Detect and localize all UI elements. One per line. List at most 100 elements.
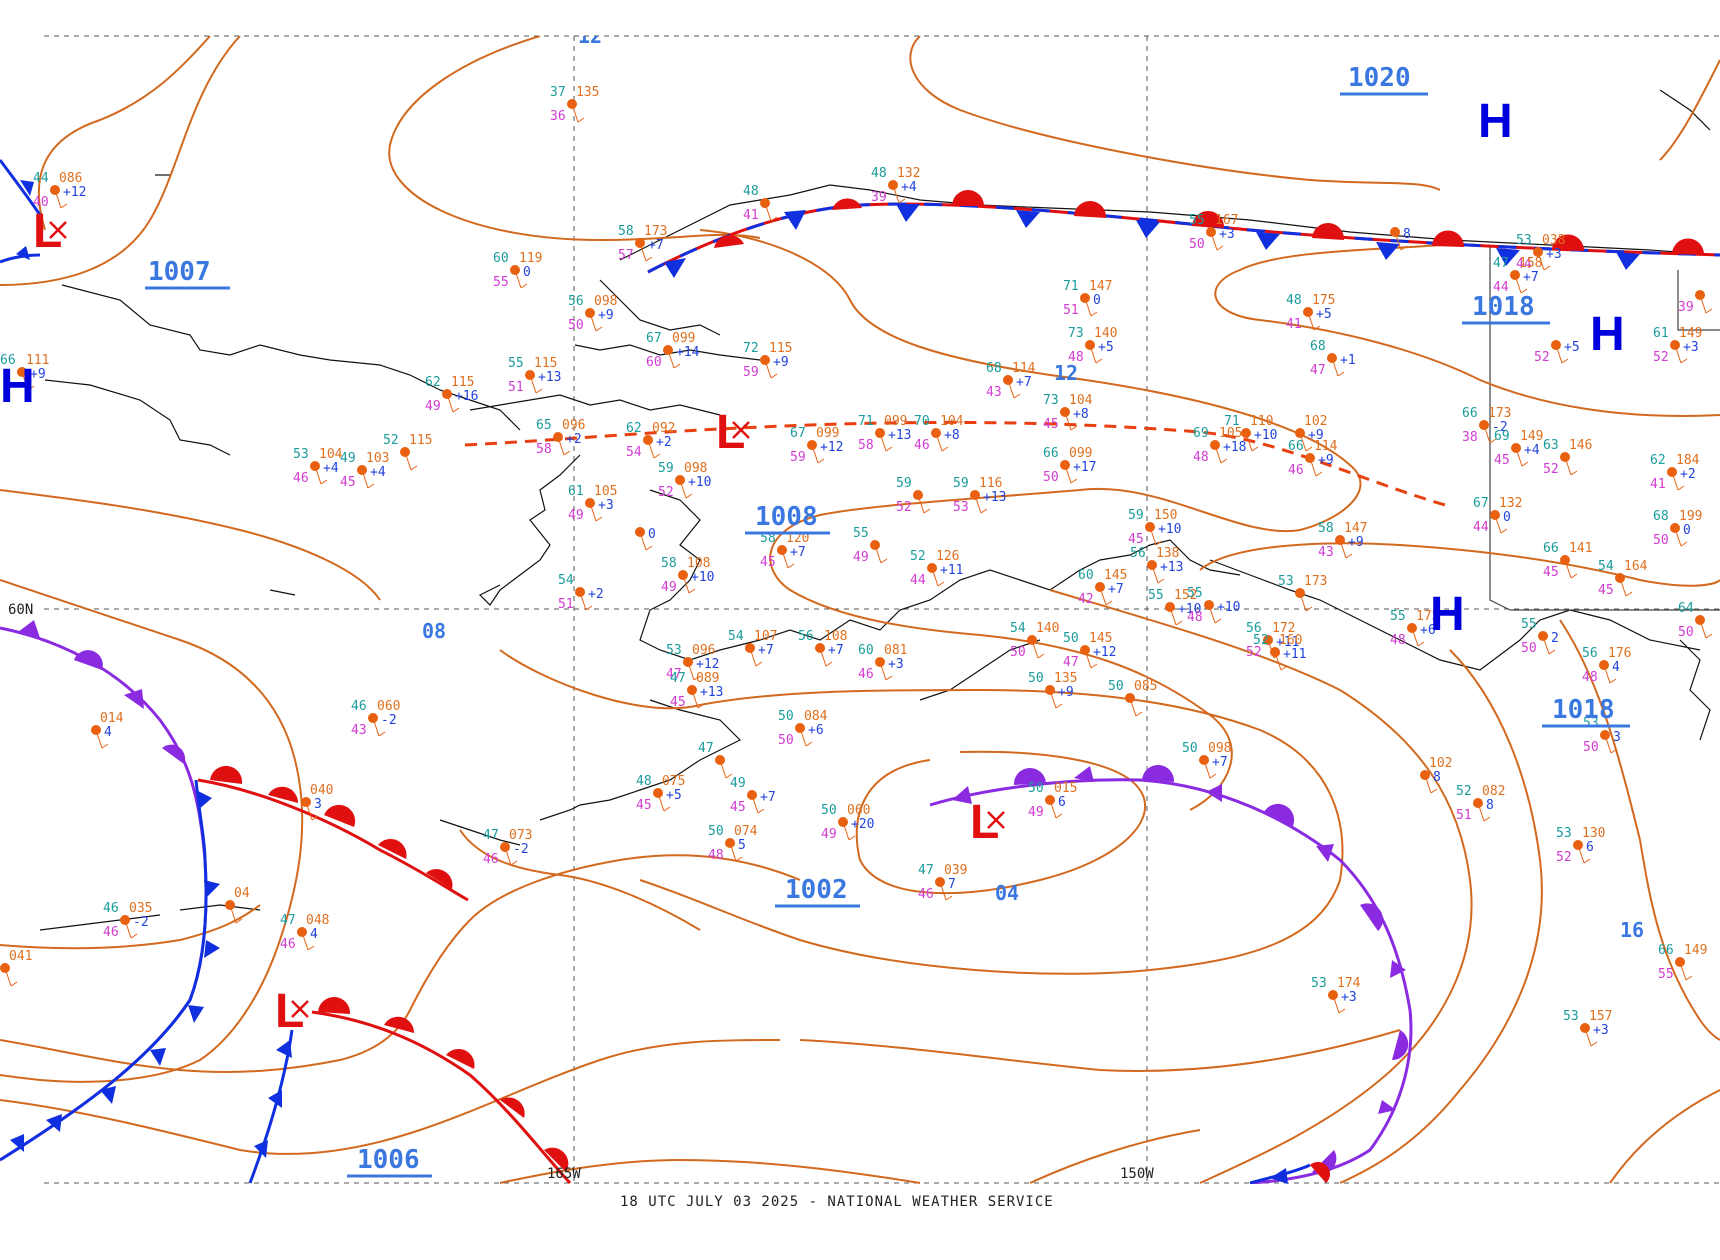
station-temp: 48: [871, 166, 887, 181]
station-plot: 55 49: [853, 526, 888, 565]
wind-barb: [589, 502, 603, 522]
station-plot: 50 145 47 +12: [1063, 631, 1116, 670]
station-pressure: 173: [1304, 574, 1327, 589]
station-tendency: +11: [1276, 635, 1299, 650]
wind-barb: [1679, 961, 1693, 981]
wind-barb: [1151, 564, 1165, 584]
station-pressure: 035: [129, 901, 152, 916]
station-dewpoint: 45: [1543, 565, 1559, 580]
station-tendency: 0: [1093, 293, 1101, 308]
station-dewpoint: 52: [1246, 645, 1262, 660]
station-tendency: +9: [773, 355, 789, 370]
station-plot: 60 119 55 0: [493, 251, 542, 290]
wind-barb: [124, 919, 138, 939]
station-tendency: +7: [1212, 755, 1228, 770]
wind-barb: [1208, 604, 1222, 624]
wind-barb: [1514, 274, 1528, 294]
wind-barb: [639, 242, 653, 262]
station-dewpoint: 46: [1288, 463, 1304, 478]
station-pressure: 135: [576, 85, 599, 100]
station-pressure: 132: [1499, 496, 1522, 511]
station-plot: 68 114 43 +7: [986, 361, 1036, 400]
station-tendency: -2: [133, 915, 149, 930]
station-plot: 53 038 44 +3: [1516, 233, 1565, 272]
station-pressure: 140: [1036, 621, 1059, 636]
low-center-southwest: L: [275, 985, 304, 1038]
station-temp: 54: [728, 629, 744, 644]
station-dewpoint: 46: [914, 438, 930, 453]
station-tendency: +6: [1420, 623, 1436, 638]
station-temp: 50: [1182, 741, 1198, 756]
station-plot: 50 085: [1108, 679, 1157, 717]
station-dewpoint: 39: [1678, 300, 1694, 315]
station-temp: 66: [1043, 446, 1059, 461]
wind-barb: [879, 432, 893, 452]
station-tendency: +13: [1160, 560, 1183, 575]
station-dewpoint: 45: [730, 800, 746, 815]
station-tendency: +7: [1016, 375, 1032, 390]
station-pressure: 098: [594, 294, 617, 309]
station-dewpoint: 49: [1028, 805, 1044, 820]
station-dewpoint: 46: [858, 667, 874, 682]
station-plot: 71 099 58 +13: [858, 414, 911, 453]
station-pressure: 041: [9, 949, 32, 964]
wind-barb: [1564, 456, 1578, 476]
station-pressure: 149: [1679, 326, 1702, 341]
station-temp: 53: [1278, 574, 1294, 589]
station-temp: 68: [986, 361, 1002, 376]
station-tendency: +3: [1593, 1023, 1609, 1038]
wind-barb: [1494, 514, 1508, 534]
station-tendency: +5: [1098, 340, 1114, 355]
isobar-labels: 1007 1008 1002 1006 1020 1018 1018 12 12…: [145, 36, 1644, 1178]
wind-barb: [1477, 802, 1491, 822]
station-plot: 71 110+10: [1224, 414, 1277, 452]
wind-barb: [305, 801, 319, 821]
station-temp: 49: [730, 776, 746, 791]
station-tendency: 2: [1551, 631, 1559, 646]
wind-barb: [892, 184, 906, 204]
station-dewpoint: 50: [1043, 470, 1059, 485]
station-pressure: 149: [1684, 943, 1707, 958]
station-dewpoint: 46: [103, 925, 119, 940]
station-pressure: 116: [979, 476, 1002, 491]
station-dewpoint: 48: [1187, 610, 1203, 625]
station-pressure: 107: [754, 629, 777, 644]
station-plot: 66 149 55: [1658, 943, 1707, 982]
station-pressure: 104: [1069, 393, 1093, 408]
station-tendency: 6: [1058, 795, 1066, 810]
station-temp: 53: [1556, 826, 1572, 841]
station-temp: 71: [1224, 414, 1240, 429]
station-temp: 63: [1543, 438, 1559, 453]
station-plot: 102+9: [1295, 414, 1327, 452]
station-plot: 8: [1390, 227, 1411, 251]
wind-barb: [1214, 444, 1228, 464]
station-plot: 54 164 45: [1598, 559, 1648, 598]
station-dewpoint: 41: [743, 208, 759, 223]
station-tendency: +10: [1178, 602, 1201, 617]
political-borders: [1489, 245, 1720, 611]
station-plot: 68 199 50 0: [1653, 509, 1702, 548]
station-plot: 70 104 46 +8: [914, 414, 964, 453]
station-tendency: +17: [1073, 460, 1096, 475]
station-plot: 66 099 50 +17: [1043, 446, 1096, 485]
station-dewpoint: 48: [1193, 450, 1209, 465]
station-temp: 50: [1063, 631, 1079, 646]
wind-barb: [1203, 759, 1217, 779]
station-dewpoint: 41: [1650, 477, 1666, 492]
station-temp: 52: [910, 549, 926, 564]
wind-barb: [1483, 424, 1497, 444]
station-plot: 63 146 52: [1543, 438, 1592, 477]
wind-barb: [361, 469, 375, 489]
station-pressure: 145: [1089, 631, 1112, 646]
station-tendency: +4: [370, 465, 386, 480]
station-temp: 47: [280, 913, 296, 928]
station-tendency: +11: [1283, 647, 1306, 662]
station-plot: 67 099 60 +14: [646, 331, 700, 370]
station-pressure: 147: [1089, 279, 1112, 294]
station-tendency: +7: [1523, 270, 1539, 285]
station-pressure: 119: [519, 251, 542, 266]
wind-barb: [1542, 635, 1556, 655]
wind-barb: [1309, 457, 1323, 477]
wind-barb: [842, 821, 856, 841]
station-tendency: 8: [1403, 227, 1411, 242]
